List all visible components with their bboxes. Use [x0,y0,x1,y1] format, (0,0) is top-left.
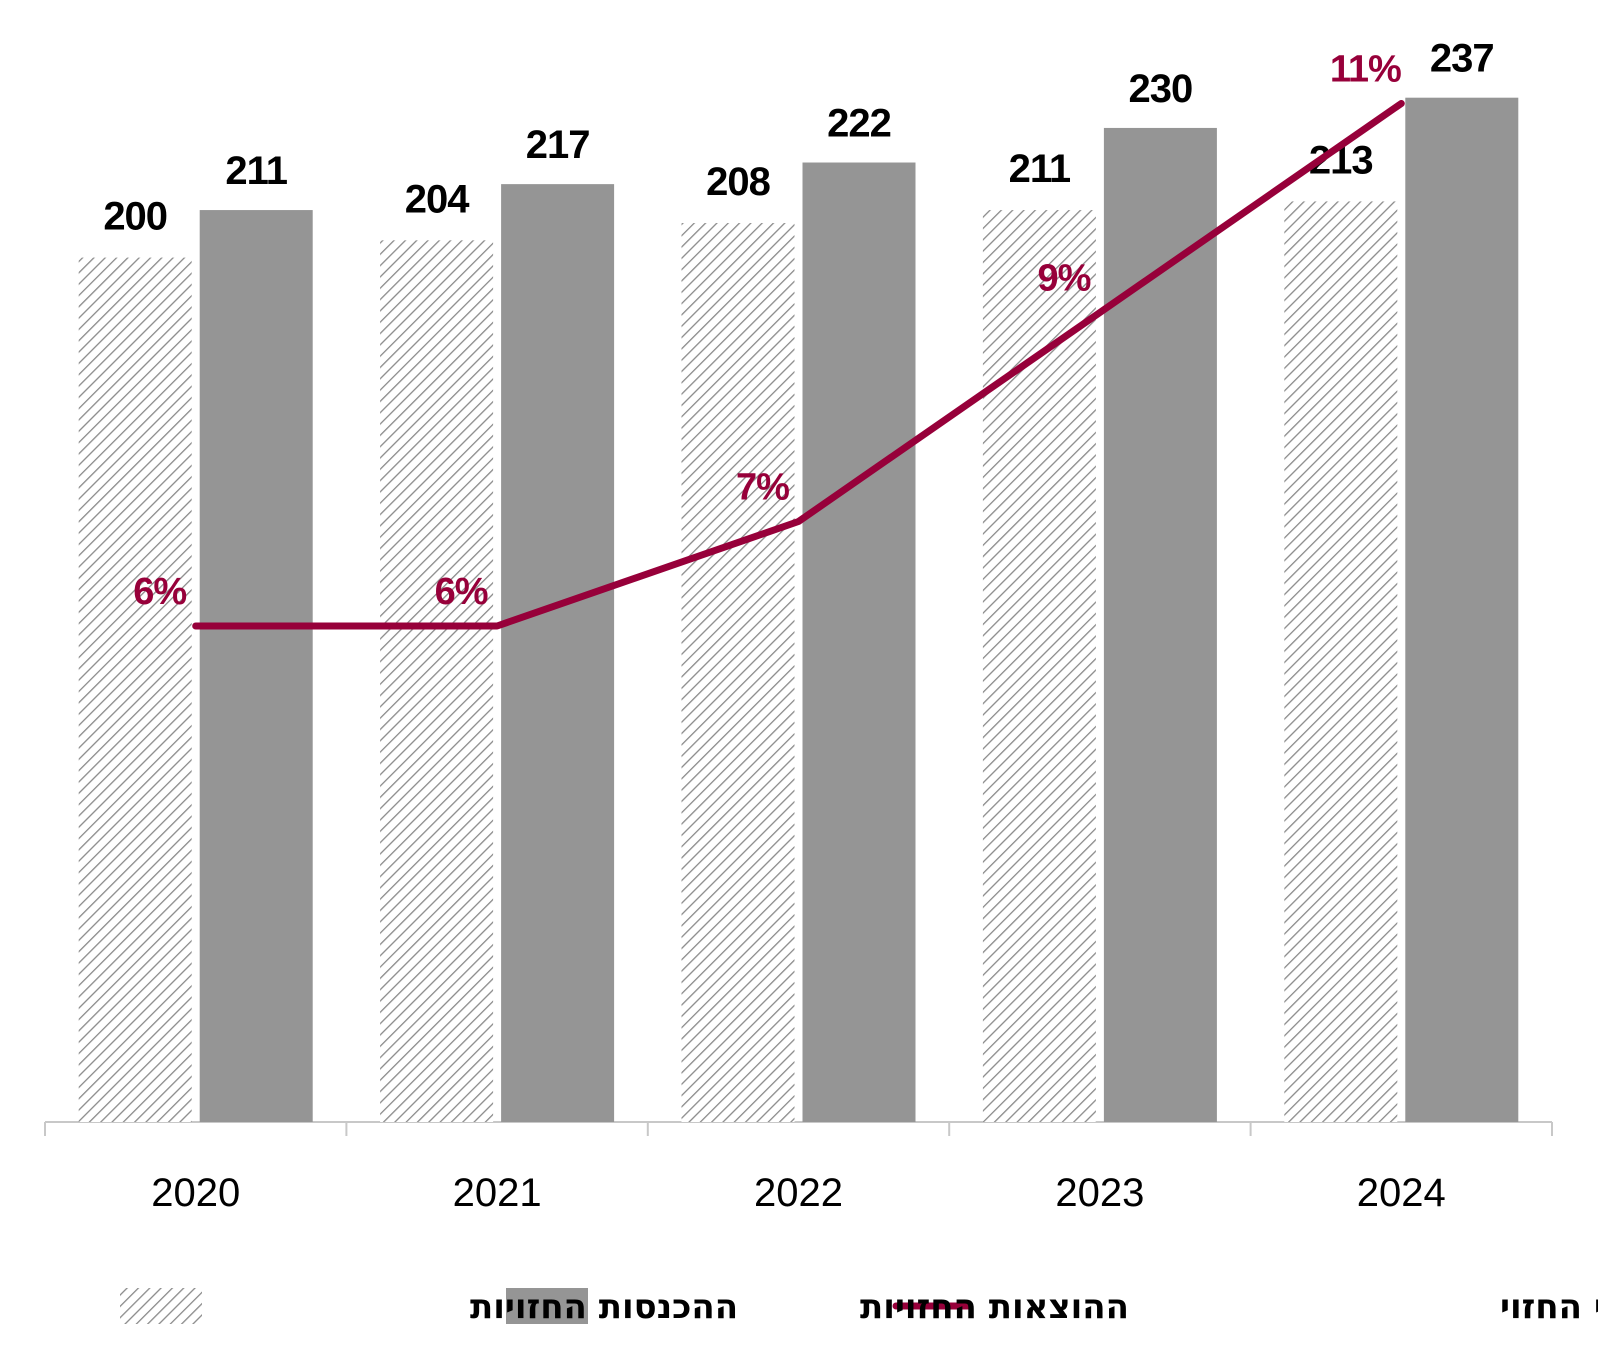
data-label-deficit: 9% [1037,258,1090,300]
legend-swatch-income [120,1288,202,1324]
x-tick-label: 2022 [754,1171,843,1215]
bar-expense [1405,97,1519,1122]
x-tick-label: 2024 [1357,1171,1446,1215]
bar-income [1284,201,1398,1122]
legend: שיעור הגירעון השוטף השנתי החזוי ההוצאות ה… [120,1287,1598,1327]
bar-expense [501,184,615,1123]
bar-expense [1103,127,1217,1122]
x-tick-label: 2020 [151,1171,240,1215]
data-label-income: 211 [1009,147,1071,191]
data-label-deficit: 6% [133,571,186,613]
bar-income [982,210,1096,1123]
data-label-income: 204 [405,177,470,221]
data-label-expense: 211 [225,149,287,193]
bar-expense [199,210,313,1123]
bar-expense [802,162,916,1123]
data-label-expense: 237 [1430,37,1494,81]
plot-area: 200 211 2020 204 217 2021 208 222 2022 211 230 2023… [44,37,1553,1215]
data-label-deficit: 6% [435,571,488,613]
data-label-deficit: 11% [1330,49,1401,91]
legend-label-income: ההכנסות החזויות [470,1287,738,1327]
x-tick-label: 2023 [1055,1171,1144,1215]
legend-label-expense: ההוצאות החזויות [860,1287,1129,1327]
data-label-expense: 217 [526,123,590,167]
data-label-expense: 222 [827,102,891,146]
legend-swatch-expense [506,1288,588,1324]
bar-income [380,240,494,1122]
bar-income [681,223,795,1123]
data-label-income: 208 [706,160,770,204]
bar-income [78,257,192,1123]
legend-label-deficit: שיעור הגירעון השוטף השנתי החזוי [1500,1287,1598,1327]
x-tick-label: 2021 [453,1171,542,1215]
data-label-expense: 230 [1129,67,1193,111]
data-label-deficit: 7% [736,467,789,509]
line-deficit [192,100,1405,630]
data-label-income: 200 [103,195,167,239]
